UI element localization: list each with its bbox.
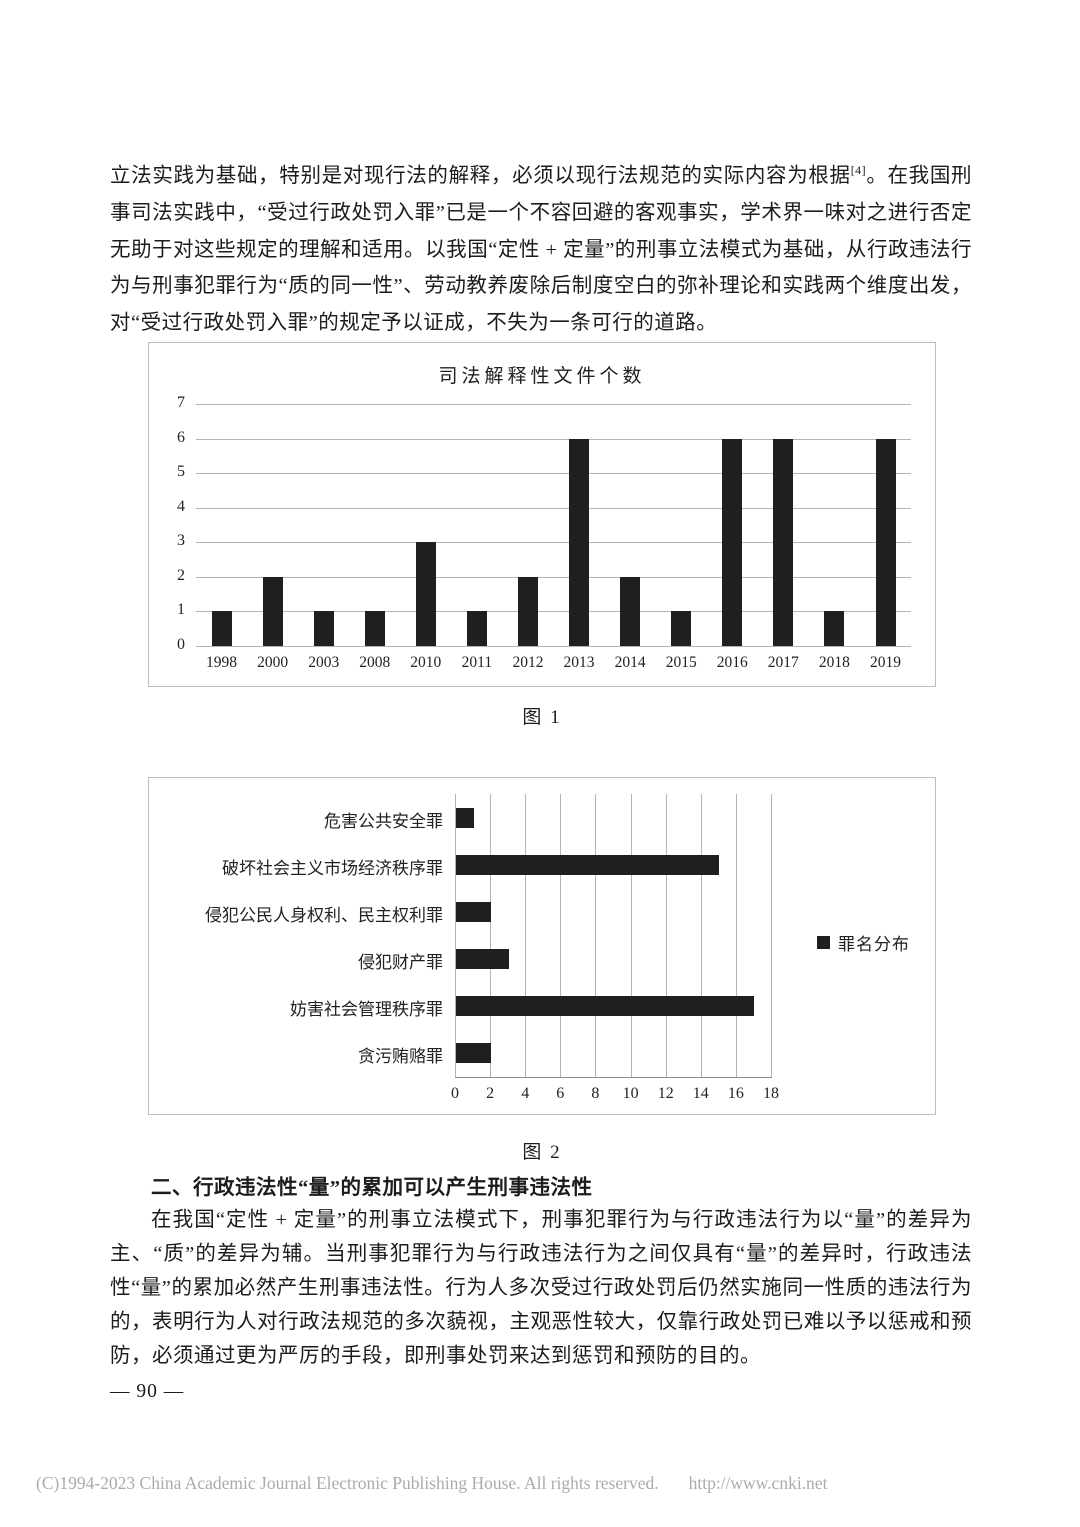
x-axis-line	[455, 1077, 772, 1078]
x-axis-tick-label: 2014	[614, 653, 646, 671]
category-label: 贪污贿赂罪	[358, 1047, 443, 1067]
gridline	[196, 542, 911, 543]
x-axis-tick-label: 2017	[767, 653, 799, 671]
gridline	[196, 645, 911, 647]
bar	[466, 611, 487, 646]
bar	[456, 854, 720, 875]
x-axis-tick-label: 4	[521, 1085, 530, 1102]
gridline	[196, 576, 911, 578]
gridline	[196, 404, 911, 405]
category-label: 侵犯财产罪	[358, 953, 443, 973]
figure-2-plot-area: 0 2 4 6 8 10 12 14 16 18 危害公共安全罪破坏社会主义市场经济秩序罪侵犯公民人…	[149, 778, 937, 1116]
bar	[773, 438, 794, 646]
x-axis-tick-label: 2015	[665, 653, 697, 671]
bar	[415, 542, 436, 646]
bar	[456, 949, 509, 970]
figure-2-caption: 图 2	[522, 1142, 562, 1163]
footer-copyright: (C)1994-2023 China Academic Journal Elec…	[36, 1473, 659, 1493]
x-axis-tick-label: 12	[657, 1085, 674, 1102]
category-label: 破坏社会主义市场经济秩序罪	[222, 858, 443, 878]
x-axis-tick-label: 16	[727, 1085, 744, 1102]
bar	[456, 1043, 492, 1064]
x-axis-tick-label: 2018	[818, 653, 850, 671]
gridline	[700, 794, 702, 1077]
x-axis-tick-label: 14	[692, 1085, 709, 1102]
y-axis-tick-label: 0	[177, 635, 185, 653]
intro-paragraph-text: 。在我国刑事司法实践中，“受过行政处罚入罪”已是一个不容回避的客观事实，学术界一…	[110, 165, 973, 335]
gridline	[735, 794, 737, 1077]
y-axis-tick-label: 7	[177, 394, 185, 411]
legend-label: 罪名分布	[838, 935, 910, 954]
category-label: 妨害社会管理秩序罪	[290, 1000, 443, 1020]
gridline	[595, 794, 597, 1077]
bar	[211, 611, 232, 646]
x-axis-tick-label: 2019	[870, 653, 901, 671]
bar	[364, 611, 385, 646]
bar	[875, 438, 896, 646]
y-axis-tick-label: 5	[177, 463, 185, 480]
y-axis-tick-label: 1	[177, 601, 185, 618]
bar	[456, 807, 474, 828]
gridline	[196, 438, 911, 440]
footer-url: http://www.cnki.net	[688, 1473, 828, 1493]
x-axis-tick-label: 2013	[563, 653, 595, 671]
bar	[620, 576, 641, 646]
footer: (C)1994-2023 China Academic Journal Elec…	[36, 1473, 1046, 1494]
y-axis-tick-label: 3	[177, 532, 185, 549]
y-axis-tick-label: 2	[177, 566, 185, 584]
gridline	[771, 794, 772, 1077]
page-number: — 90 —	[110, 1381, 185, 1402]
x-axis-tick-label: 1998	[206, 653, 237, 671]
gridline	[490, 794, 492, 1077]
intro-paragraph-text: 立法实践为基础，特别是对现行法的解释，必须以现行法规范的实际内容为根据	[110, 165, 851, 187]
bar	[313, 611, 334, 646]
figure-1-chart: 司法解释性文件个数 0 1 2 3 4 5 6 7 1998 2000 2003 2008 2010 20…	[148, 342, 936, 687]
bar	[824, 611, 845, 646]
section-heading: 二、行政违法性“量”的累加可以产生刑事违法性	[151, 1177, 593, 1199]
gridline	[196, 473, 911, 474]
figure-1-plot-area: 0 1 2 3 4 5 6 7 1998 2000 2003 2008 2010 2011 2012 2013…	[149, 343, 937, 688]
bar	[722, 438, 743, 646]
intro-paragraph: 立法实践为基础，特别是对现行法的解释，必须以现行法规范的实际内容为根据[4]。在…	[110, 158, 972, 342]
x-axis-tick-label: 2012	[512, 653, 544, 671]
x-axis-tick-label: 2000	[257, 653, 289, 671]
gridline	[196, 611, 911, 612]
figure-2-legend: 罪名分布	[817, 930, 910, 955]
gridline	[196, 507, 911, 509]
gridline	[630, 794, 632, 1077]
x-axis-tick-label: 6	[556, 1085, 565, 1102]
x-axis-tick-label: 2010	[410, 653, 442, 671]
bar	[456, 901, 492, 922]
bar	[262, 576, 283, 646]
bar	[518, 576, 538, 646]
gridline	[525, 794, 527, 1077]
figure-2-chart: 0 2 4 6 8 10 12 14 16 18 危害公共安全罪破坏社会主义市场经济秩序罪侵犯公民人…	[148, 777, 936, 1115]
x-axis-tick-label: 8	[591, 1085, 600, 1102]
figure-1-caption: 图 1	[522, 707, 562, 728]
x-axis-tick-label: 0	[451, 1085, 459, 1102]
gridline	[455, 794, 456, 1077]
x-axis-tick-label: 2011	[461, 653, 493, 671]
y-axis-tick-label: 6	[177, 428, 185, 446]
bar	[569, 438, 589, 646]
y-axis-tick-label: 4	[177, 497, 185, 515]
bar	[456, 996, 755, 1017]
x-axis-tick-label: 10	[622, 1085, 639, 1102]
x-axis-tick-label: 18	[763, 1085, 779, 1102]
section-paragraph: 在我国“定性 + 定量”的刑事立法模式下，刑事犯罪行为与行政违法行为以“量”的差…	[110, 1209, 972, 1367]
gridline	[665, 794, 667, 1077]
category-label: 危害公共安全罪	[324, 811, 443, 831]
gridline	[560, 794, 562, 1077]
x-axis-tick-label: 2016	[716, 653, 748, 671]
x-axis-tick-label: 2008	[359, 653, 391, 671]
x-axis-tick-label: 2003	[308, 653, 340, 671]
footnote-marker: [4]	[850, 163, 867, 178]
bar	[671, 611, 692, 646]
legend-swatch-icon	[817, 936, 830, 949]
category-label: 侵犯公民人身权利、民主权利罪	[205, 905, 443, 925]
x-axis-tick-label: 2	[486, 1085, 495, 1102]
figure-1-title: 司法解释性文件个数	[438, 366, 646, 387]
